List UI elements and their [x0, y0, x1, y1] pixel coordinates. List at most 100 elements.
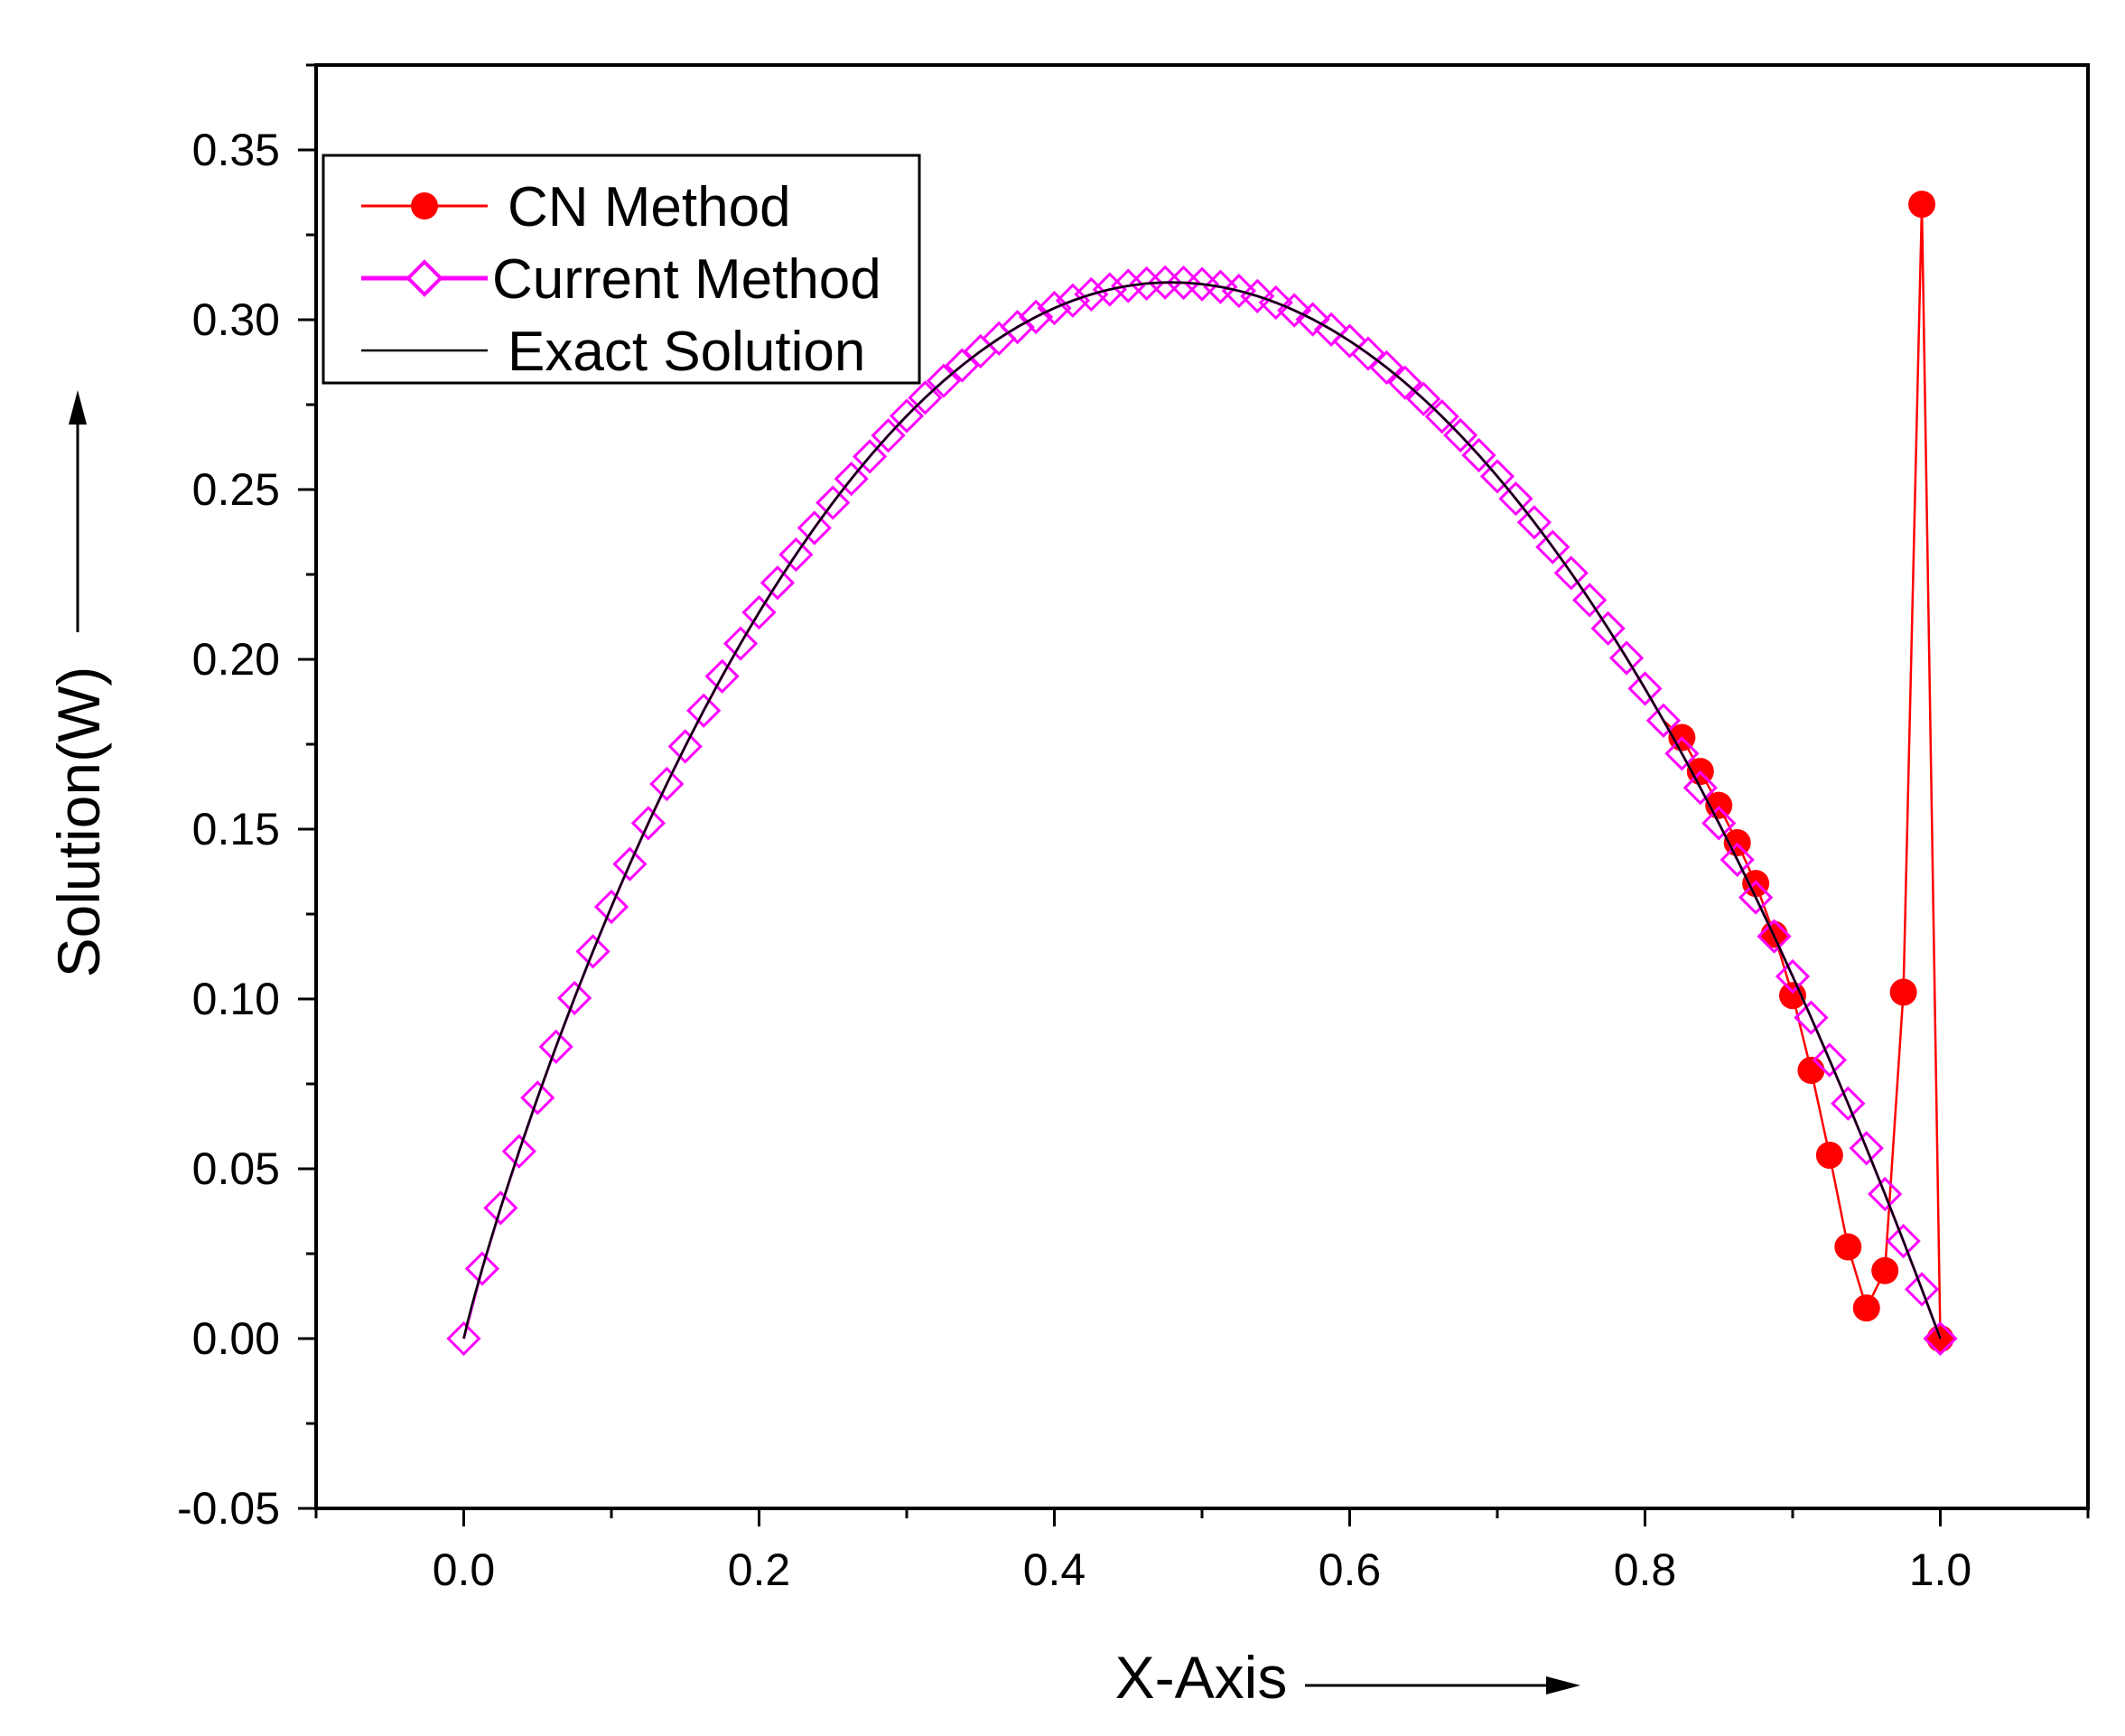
- legend-label-cn-method: CN Method: [508, 176, 791, 238]
- exact-solution-line: [462, 281, 1942, 1339]
- current-method-point: [1738, 880, 1774, 915]
- legend-item-current-method: Current Method: [361, 248, 881, 311]
- current-method-point: [926, 363, 961, 398]
- current-method-point: [575, 934, 610, 969]
- current-method-point: [1535, 529, 1570, 565]
- y-tick-label: 0.25: [192, 464, 280, 515]
- current-method-point: [1757, 919, 1792, 954]
- current-method-point: [1350, 336, 1386, 371]
- current-method-point: [741, 594, 777, 630]
- current-method-point: [722, 626, 759, 661]
- current-method-point: [1092, 272, 1127, 307]
- y-tick-label: 0.20: [192, 634, 280, 685]
- cn-method-point: [1908, 191, 1936, 219]
- current-method-point: [1221, 273, 1256, 309]
- y-axis-arrow-icon: [69, 390, 87, 632]
- current-method-point: [1812, 1042, 1847, 1078]
- current-method-point: [871, 418, 906, 453]
- current-method-point: [483, 1190, 518, 1226]
- cn-method-point: [1889, 978, 1917, 1006]
- current-method-point: [1794, 1000, 1829, 1035]
- current-method-point: [501, 1134, 536, 1169]
- current-method-point: [1608, 640, 1645, 676]
- current-method-point: [889, 398, 925, 434]
- current-method-point: [1701, 806, 1737, 841]
- cn-method-point: [1815, 1141, 1843, 1169]
- current-method-point: [853, 439, 888, 474]
- y-tick-label: 0.00: [192, 1313, 280, 1364]
- legend-item-exact-solution: Exact Solution: [361, 321, 865, 383]
- current-method-point: [1720, 842, 1755, 877]
- y-tick-label: 0.35: [192, 125, 280, 175]
- current-method-point: [686, 693, 722, 728]
- current-method-point: [1553, 555, 1589, 591]
- current-method-point: [630, 806, 666, 841]
- current-method-point: [1682, 770, 1718, 806]
- current-method-point: [1572, 583, 1608, 618]
- current-method-point: [1868, 1176, 1903, 1212]
- current-method-point: [1479, 459, 1515, 494]
- current-method-point: [1129, 266, 1164, 302]
- current-method-point: [1203, 269, 1238, 304]
- current-method-point: [797, 510, 832, 546]
- current-method-point: [908, 380, 943, 415]
- y-axis-ticks: -0.05 0.00 0.05 0.10 0.15 0.20 0.25 0.30 0.35: [177, 63, 316, 1534]
- current-method-point: [1645, 703, 1682, 738]
- series-layer: [446, 191, 1958, 1357]
- x-tick-label: 0.4: [1023, 1545, 1086, 1595]
- current-method-point: [1074, 276, 1109, 313]
- current-method-point: [612, 846, 648, 882]
- current-method-point: [1406, 381, 1441, 416]
- x-axis-ticks: 0.0 0.2 0.4 0.6 0.8 1.0: [314, 1508, 2090, 1595]
- current-method-point: [816, 485, 851, 520]
- current-method-point: [1775, 958, 1811, 994]
- current-method-point: [520, 1080, 555, 1115]
- current-method-point: [1111, 268, 1146, 303]
- y-tick-label: 0.05: [192, 1143, 280, 1194]
- x-axis-label: X-Axis: [1115, 1644, 1288, 1711]
- current-method-point: [1424, 399, 1459, 434]
- y-tick-label: 0.10: [192, 974, 280, 1024]
- current-method-point: [778, 537, 814, 573]
- y-tick-label: 0.15: [192, 804, 280, 854]
- current-method-point: [557, 980, 592, 1016]
- current-method-point: [1627, 671, 1663, 706]
- current-method-point: [1516, 505, 1552, 540]
- current-method-point: [1664, 736, 1700, 771]
- current-method-point: [1923, 1321, 1958, 1357]
- current-method-point: [1240, 278, 1275, 313]
- current-method-point: [1886, 1223, 1921, 1259]
- cn-method-point: [1852, 1294, 1880, 1322]
- current-method-point: [1461, 437, 1496, 473]
- legend-label-current-method: Current Method: [492, 248, 881, 311]
- y-axis-label: Solution(W): [45, 667, 112, 978]
- x-axis-arrow-icon: [1305, 1676, 1580, 1694]
- current-method-point: [834, 462, 869, 497]
- x-tick-label: 0.0: [433, 1545, 496, 1595]
- current-method-point: [1258, 285, 1293, 321]
- current-method-point: [1332, 323, 1367, 359]
- current-method-point: [1831, 1086, 1866, 1121]
- y-tick-label: 0.30: [192, 294, 280, 345]
- current-method-point: [760, 565, 796, 601]
- current-method-point: [446, 1321, 481, 1357]
- legend-item-cn-method: CN Method: [361, 176, 791, 238]
- x-tick-label: 0.6: [1319, 1545, 1382, 1595]
- current-method-point: [704, 658, 740, 694]
- current-method-point: [1443, 417, 1478, 453]
- legend-current-marker-icon: [405, 259, 443, 297]
- legend-label-exact-solution: Exact Solution: [508, 321, 865, 383]
- current-method-point: [538, 1029, 573, 1064]
- legend: CN Method Current Method Exact Solution: [322, 154, 921, 385]
- current-method-point: [1590, 611, 1626, 646]
- cn-method-point: [1797, 1056, 1825, 1084]
- x-tick-label: 1.0: [1909, 1545, 1972, 1595]
- current-method-point: [593, 889, 629, 925]
- current-method-point: [667, 729, 703, 764]
- legend-cn-marker-icon: [411, 192, 438, 219]
- current-method-point: [1387, 365, 1422, 400]
- y-tick-label: -0.05: [177, 1483, 280, 1534]
- current-method-point: [1498, 481, 1533, 517]
- x-tick-label: 0.8: [1614, 1545, 1677, 1595]
